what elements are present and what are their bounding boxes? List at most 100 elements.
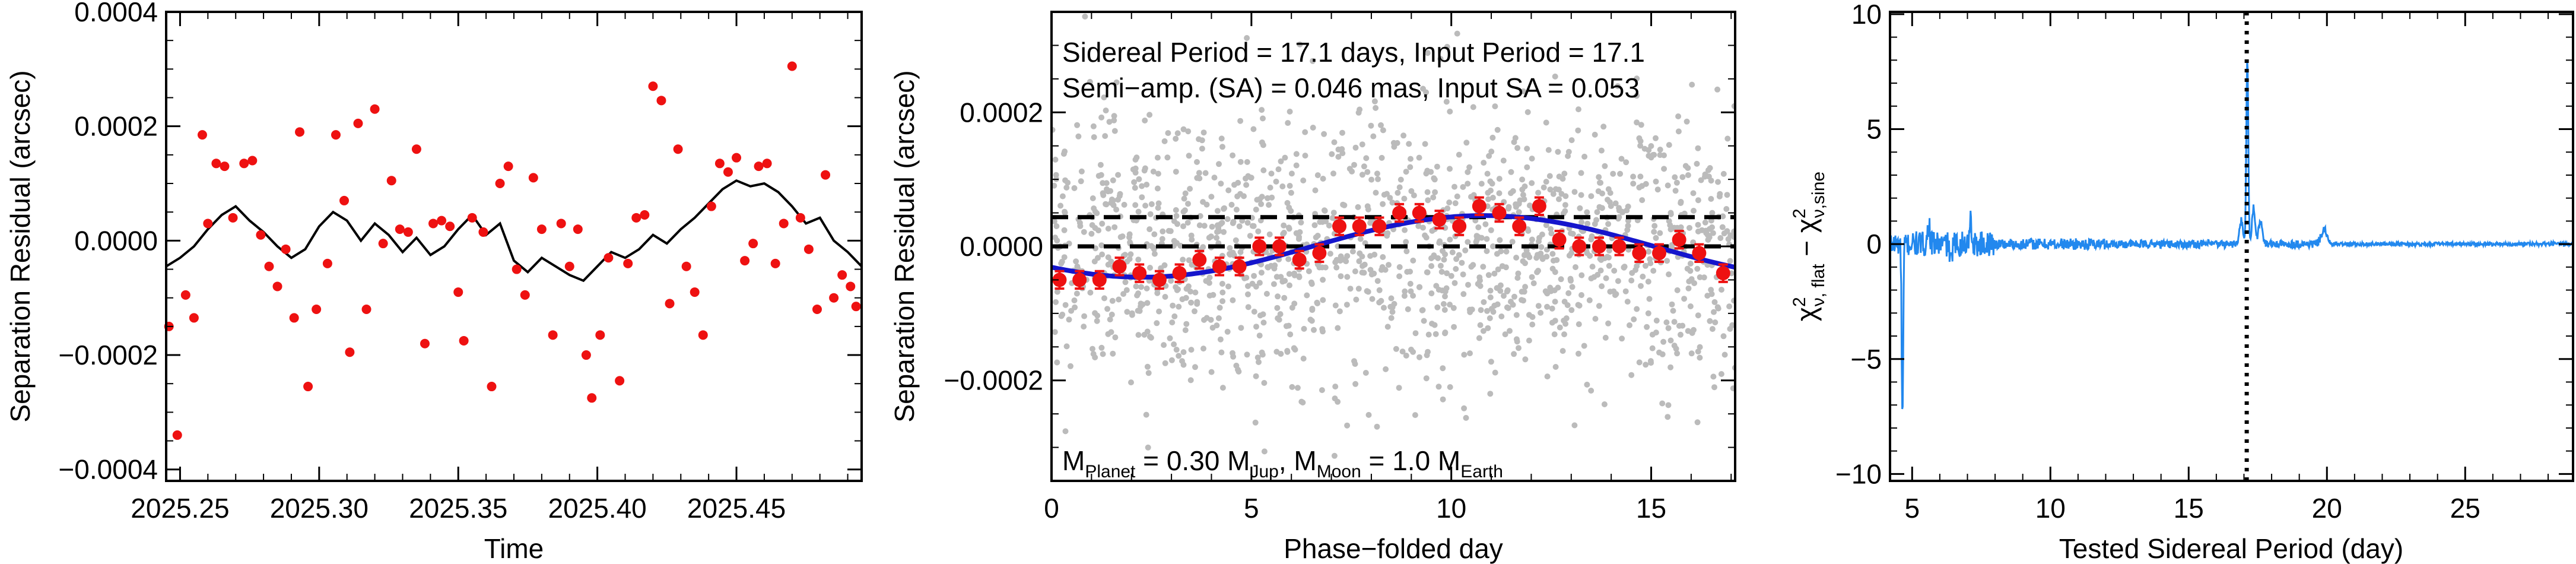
p2-background-point: [1270, 281, 1277, 287]
p2-background-point: [1592, 221, 1598, 227]
p2-background-point: [1355, 286, 1362, 292]
p2-background-point: [1396, 273, 1403, 280]
p2-background-point: [1405, 306, 1411, 312]
p2-background-point: [1615, 216, 1621, 222]
p2-background-point: [1461, 405, 1468, 411]
p2-background-point: [1408, 188, 1415, 194]
p2-background-point: [1319, 264, 1326, 271]
p1-residual-point: [573, 224, 583, 235]
p1-residual-point: [361, 304, 371, 314]
p2-background-point: [1151, 251, 1158, 257]
p2-background-point: [1396, 385, 1402, 391]
p2-background-point: [1654, 186, 1661, 193]
p2-background-point: [1510, 188, 1516, 194]
p1-residual-point: [345, 347, 355, 357]
p2-background-point: [1052, 218, 1057, 224]
p2-background-point: [1565, 290, 1572, 296]
p2-background-point: [1359, 270, 1365, 275]
p2-background-point: [1133, 283, 1139, 290]
p1-residual-point: [303, 382, 313, 392]
p3-xlabel: Tested Sidereal Period (day): [2059, 533, 2403, 564]
p2-background-point: [1573, 264, 1578, 270]
p2-background-point: [1588, 193, 1594, 199]
p2-background-point: [1180, 256, 1186, 263]
p2-background-point: [1194, 299, 1200, 305]
p2-background-point: [1551, 287, 1558, 293]
p2-background-point: [1724, 192, 1730, 198]
p2-background-point: [1438, 268, 1445, 275]
p2-background-point: [1359, 141, 1365, 148]
p2-background-point: [1135, 208, 1142, 215]
p2-background-point: [1211, 175, 1218, 181]
p2-background-point: [1639, 197, 1646, 204]
p2-background-point: [1641, 145, 1648, 152]
p2-background-point: [1265, 195, 1270, 201]
p2-background-point: [1099, 251, 1106, 258]
p2-background-point: [1606, 262, 1612, 269]
p2-background-point: [1715, 305, 1721, 312]
p2-background-point: [1168, 357, 1175, 363]
p2-background-point: [1558, 276, 1564, 283]
p2-background-point: [1182, 190, 1189, 197]
p1-residual-point: [172, 430, 182, 440]
p2-background-point: [1653, 329, 1659, 336]
p2-background-point: [1253, 373, 1259, 379]
p2-background-point: [1367, 267, 1374, 273]
p2-background-point: [1403, 239, 1409, 245]
p2-background-point: [1054, 359, 1060, 366]
p2-background-point: [1256, 332, 1263, 339]
p1-ytick-label: −0.0004: [58, 454, 158, 485]
p2-background-point: [1543, 254, 1550, 260]
p2-background-point: [1202, 170, 1209, 176]
p2-background-point: [1105, 261, 1111, 268]
p2-background-point: [1087, 78, 1093, 85]
p2-background-point: [1538, 244, 1545, 251]
p2-background-point: [1552, 186, 1559, 192]
p2-background-point: [1219, 281, 1225, 287]
p2-background-point: [1710, 230, 1716, 236]
mass-planet-sub: Planet: [1085, 462, 1136, 481]
p2-background-point: [1206, 280, 1212, 286]
p2-background-point: [1454, 30, 1460, 37]
p2-background-point: [1488, 188, 1494, 194]
p2-background-point: [1296, 273, 1303, 280]
p2-background-point: [1200, 199, 1206, 205]
p2-background-point: [1326, 222, 1332, 229]
p2-background-point: [1465, 239, 1471, 245]
p2-background-point: [1653, 318, 1660, 324]
p2-background-point: [1410, 257, 1416, 264]
p1-residual-point: [312, 304, 322, 314]
p1-residual-point: [528, 173, 538, 183]
p2-background-point: [1519, 176, 1526, 183]
p2-background-point: [1116, 296, 1122, 303]
p2-background-point: [1603, 275, 1609, 281]
p2-background-point: [1524, 109, 1531, 115]
p2-background-point: [1520, 192, 1526, 198]
p2-background-point: [1378, 122, 1384, 128]
p2-background-point: [1543, 222, 1549, 229]
p3-periodogram-line: [1890, 60, 2573, 410]
p2-background-point: [1294, 385, 1301, 391]
p2-background-point: [1549, 251, 1556, 257]
p2-background-point: [1081, 313, 1088, 319]
p1-residual-point: [428, 218, 439, 229]
p2-background-point: [1484, 170, 1491, 177]
p2-background-point: [1653, 178, 1659, 185]
p2-background-point: [1619, 209, 1626, 216]
p2-background-point: [1393, 346, 1399, 352]
p2-background-point: [1169, 319, 1176, 326]
p2-background-point: [1206, 274, 1213, 281]
p3-ylabel: χ2ν, flat − χ2ν,sine: [1790, 172, 1828, 321]
p2-background-point: [1529, 180, 1535, 186]
p2-background-point: [1484, 308, 1490, 314]
p2-background-point: [1184, 220, 1191, 226]
p2-background-point: [1667, 364, 1674, 370]
p2-background-point: [1709, 224, 1715, 230]
p2-background-point: [1724, 135, 1731, 142]
p2-background-point: [1546, 173, 1553, 179]
p2-background-point: [1720, 333, 1727, 340]
p2-background-point: [1667, 211, 1674, 217]
p2-background-point: [1460, 271, 1466, 278]
p2-background-point: [1104, 306, 1111, 312]
p2-background-point: [1540, 184, 1547, 191]
